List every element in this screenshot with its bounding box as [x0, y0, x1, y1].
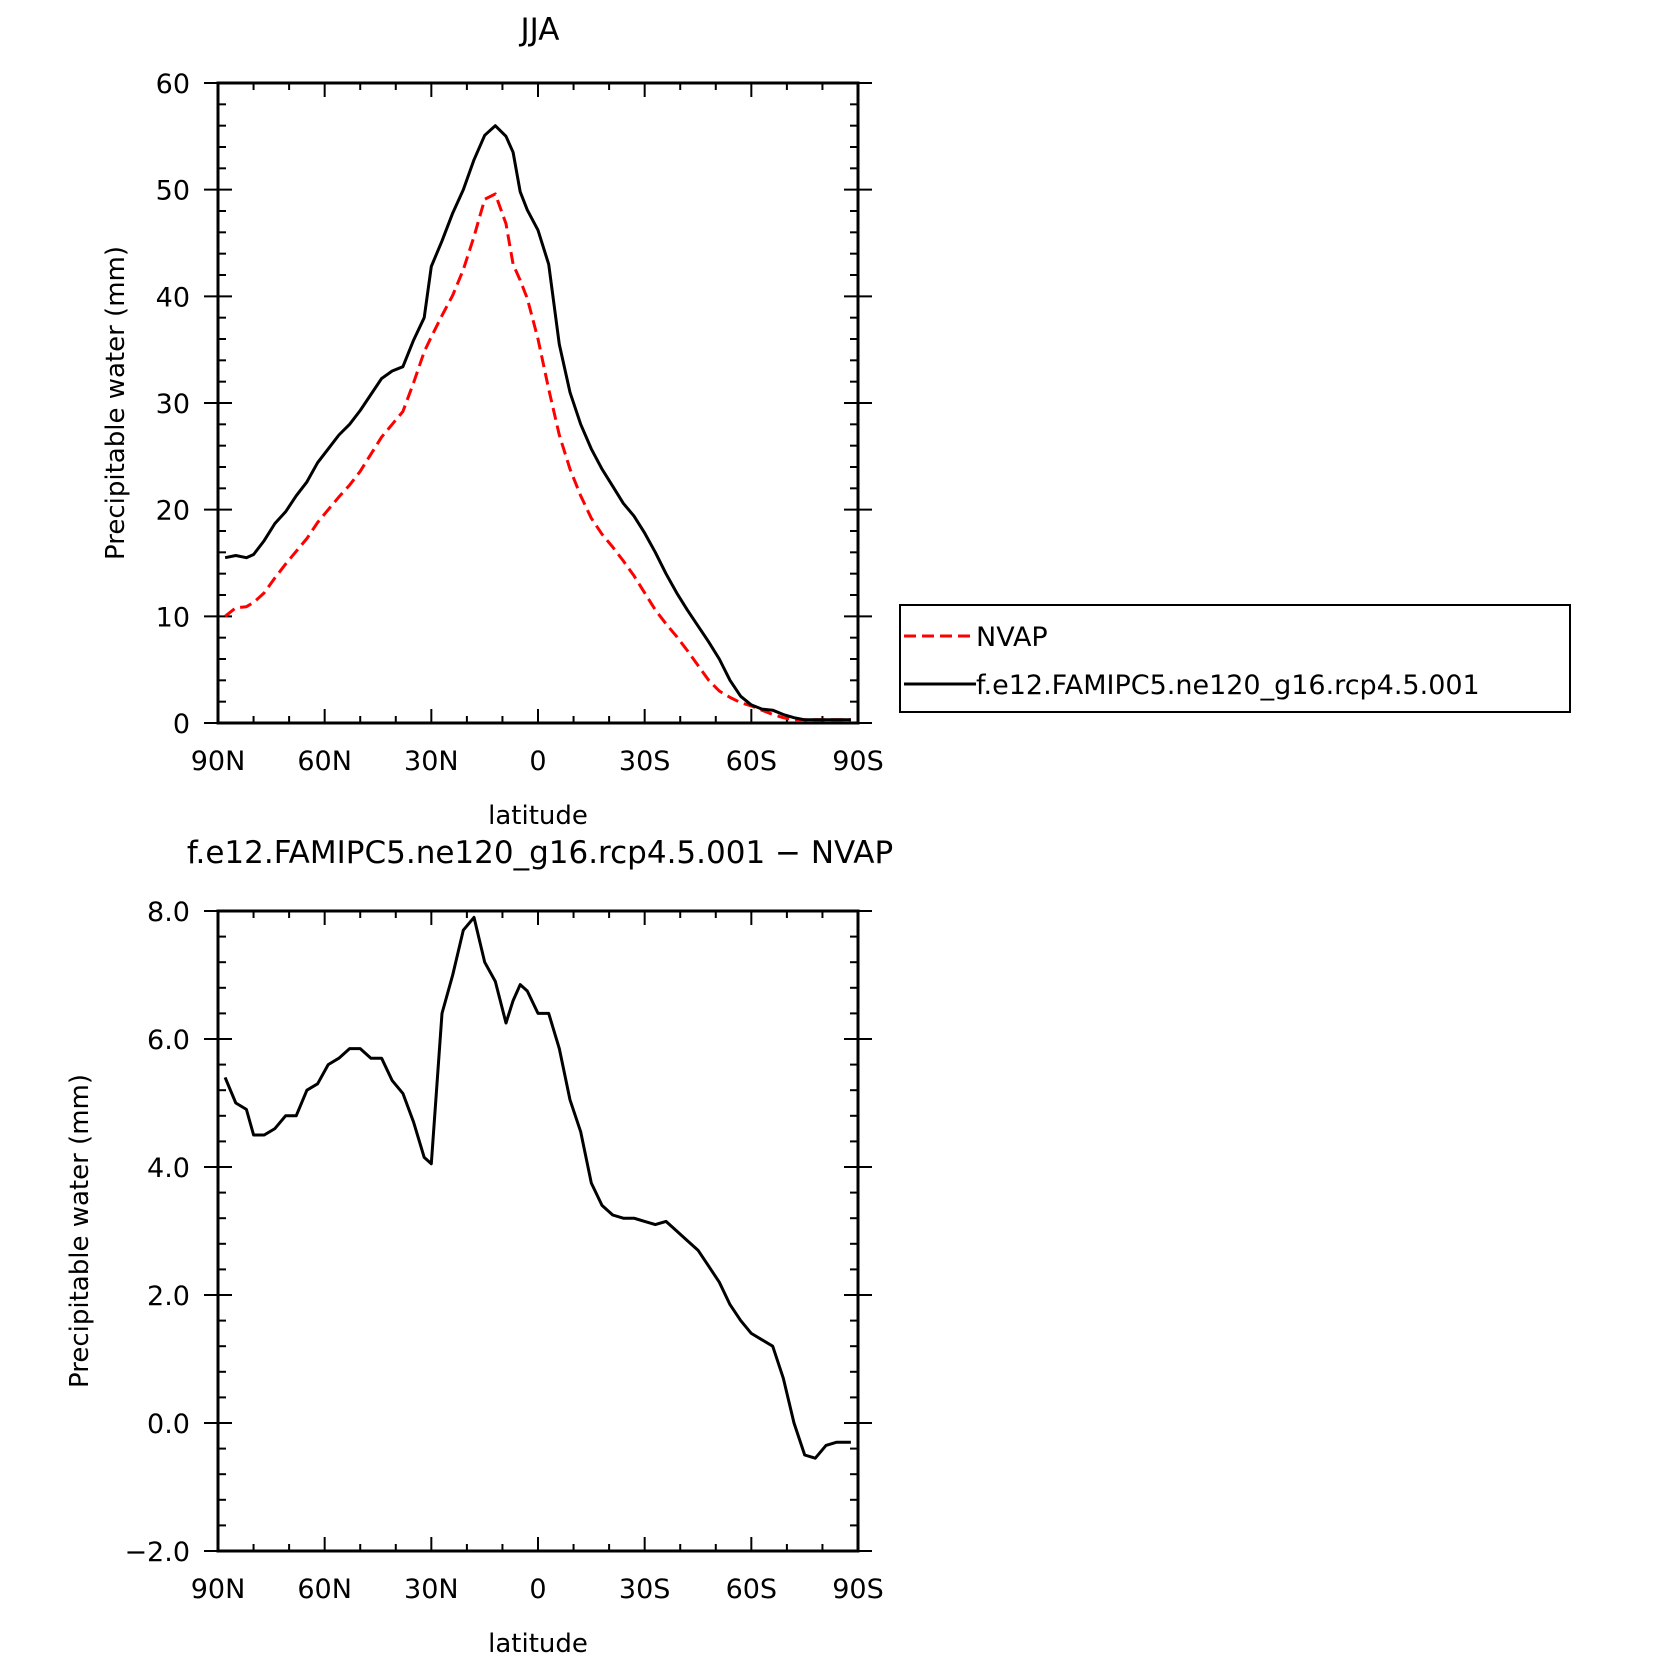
x-tick-label: 0	[529, 1574, 546, 1605]
legend-label-nvap: NVAP	[976, 622, 1048, 653]
y-tick-label: 0	[173, 709, 190, 740]
x-tick-label: 90N	[191, 746, 246, 777]
y-tick-label: 10	[156, 602, 190, 633]
top-series-lines	[224, 124, 851, 722]
y-tick-label: 30	[156, 389, 190, 420]
bottom-axis-ticks	[204, 910, 872, 1552]
y-tick-label: 2.0	[147, 1281, 190, 1312]
top-panel: JJA 90N 60N 30N 0 30S 60S 90S 0 10 20 30 40 50 60 la…	[101, 12, 884, 831]
y-tick-label: 6.0	[147, 1025, 190, 1056]
x-tick-label: 30S	[619, 746, 671, 777]
x-tick-label: 90N	[191, 1574, 246, 1605]
x-tick-label: 90S	[832, 746, 884, 777]
top-x-tick-labels: 90N 60N 30N 0 30S 60S 90S	[191, 746, 884, 777]
x-tick-label: 90S	[832, 1574, 884, 1605]
x-tick-label: 60S	[726, 746, 778, 777]
y-tick-label: 8.0	[147, 897, 190, 928]
bottom-chart-title: f.e12.FAMIPC5.ne120_g16.rcp4.5.001 − NVA…	[187, 835, 893, 871]
top-chart-title: JJA	[519, 12, 560, 48]
bottom-plot-frame	[216, 909, 860, 1553]
bottom-panel: f.e12.FAMIPC5.ne120_g16.rcp4.5.001 − NVA…	[65, 835, 893, 1658]
bottom-series-lines	[223, 915, 851, 1460]
top-series-line-1	[224, 124, 851, 722]
x-tick-label: 0	[529, 746, 546, 777]
top-y-axis-label: Precipitable water (mm)	[101, 246, 131, 560]
bottom-series-line-0	[223, 915, 851, 1460]
legend: NVAP f.e12.FAMIPC5.ne120_g16.rcp4.5.001	[899, 604, 1571, 713]
x-tick-label: 30S	[619, 1574, 671, 1605]
x-tick-label: 30N	[404, 746, 459, 777]
y-tick-label: 0.0	[147, 1409, 190, 1440]
top-axis-ticks	[204, 82, 872, 724]
x-tick-label: 60N	[297, 746, 352, 777]
x-tick-label: 60S	[726, 1574, 778, 1605]
y-tick-label: 60	[156, 69, 190, 100]
top-plot-frame	[216, 81, 860, 725]
bottom-y-tick-labels: −2.0 0.0 2.0 4.0 6.0 8.0	[124, 897, 190, 1568]
bottom-x-axis-label: latitude	[488, 1629, 588, 1658]
y-tick-label: 40	[156, 282, 190, 313]
x-tick-label: 30N	[404, 1574, 459, 1605]
x-tick-label: 60N	[297, 1574, 352, 1605]
bottom-x-tick-labels: 90N 60N 30N 0 30S 60S 90S	[191, 1574, 884, 1605]
top-y-tick-labels: 0 10 20 30 40 50 60	[156, 69, 190, 740]
y-tick-label: 50	[156, 176, 190, 207]
legend-label-model: f.e12.FAMIPC5.ne120_g16.rcp4.5.001	[976, 670, 1480, 701]
legend-box	[899, 604, 1571, 713]
y-tick-label: 4.0	[147, 1153, 190, 1184]
y-tick-label: 20	[156, 496, 190, 527]
top-x-axis-label: latitude	[488, 801, 588, 831]
top-series-line-0	[224, 192, 851, 722]
y-tick-label: −2.0	[124, 1537, 190, 1568]
bottom-y-axis-label: Precipitable water (mm)	[65, 1074, 95, 1388]
